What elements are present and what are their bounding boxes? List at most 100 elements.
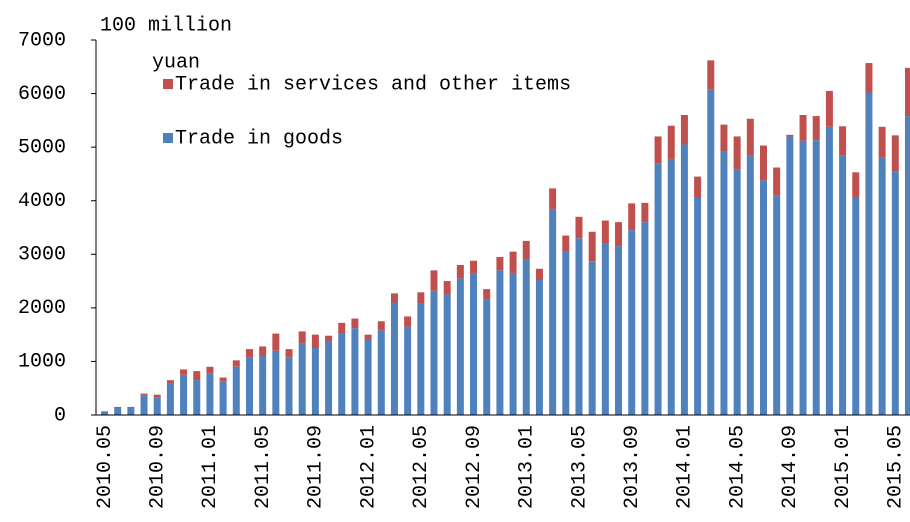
bar-segment [588,261,596,415]
bar-segment [219,381,227,415]
bar-segment [707,89,715,416]
y-axis-label: yuan [152,51,200,74]
bar-segment [140,395,148,415]
bar-segment [628,230,636,415]
bar-segment [615,246,623,415]
bar-segment [456,265,464,279]
legend-label: Trade in goods [175,127,343,150]
bar-segment [430,270,438,291]
bar-segment [839,126,847,156]
bar-segment [298,343,306,415]
bar-segment [535,280,543,415]
bar-segment [812,116,820,141]
bar-segment [773,195,781,415]
bar-segment [904,67,910,117]
y-tick-label: 6000 [18,83,66,106]
bar-segment [325,335,333,342]
x-tick-label: 2012.09 [463,425,486,509]
bar-segment [338,333,346,415]
bar-segment [760,180,767,415]
bar-segment [680,115,688,145]
bar-segment [535,268,543,280]
bar-segment [311,334,319,349]
bar-segment [562,235,570,252]
bar-segment [522,240,530,260]
x-tick-label: 2013.09 [621,425,644,509]
bar-segment [101,411,108,412]
bar-segment [114,408,122,415]
bar-segment [667,125,675,159]
bar-segment [483,289,491,300]
y-tick-label: 4000 [18,190,66,213]
bar-segment [746,118,754,156]
bar-segment [878,157,886,415]
legend-swatch [163,79,173,89]
bar-segment [377,330,385,415]
bar-segment [891,135,899,172]
bar-segment [549,209,557,415]
bar-segment [377,321,385,331]
bar-segment [245,357,253,415]
bar-segment [153,394,161,398]
bar-segment [852,196,860,415]
bar-segment [575,216,583,239]
bar-segment [206,373,214,415]
bar-segment [417,303,425,415]
bar-segment [180,369,188,375]
bar-segment [206,366,214,374]
x-tick-label: 2012.05 [410,425,433,509]
x-tick-label: 2013.01 [516,425,539,509]
x-tick-label: 2011.05 [252,425,275,509]
x-tick-label: 2015.05 [885,425,908,509]
bar-segment [298,331,306,344]
bar-segment [496,256,504,271]
bar-segment [799,140,807,415]
bar-segment [733,169,741,415]
bar-segment [720,151,728,415]
bar-segment [509,251,517,274]
bar-segment [166,380,174,384]
bar-segment [272,350,280,415]
bar-segment [628,203,636,231]
bar-segment [694,176,702,198]
x-tick-label: 2015.01 [832,425,855,509]
bar-segment [509,273,517,415]
bar-segment [417,292,425,304]
bar-segment [654,163,662,415]
bar-segment [588,231,596,262]
x-tick-label: 2014.01 [674,425,697,509]
bar-segment [496,270,504,415]
bar-segment [812,140,820,415]
bar-segment [825,90,833,127]
bar-segment [443,294,451,415]
y-tick-label: 5000 [18,136,66,159]
bar-segment [364,340,372,415]
bar-segment [285,349,293,358]
bar-segment [760,145,767,181]
bar-segment [522,259,530,415]
bar-segment [470,273,478,415]
bar-segment [575,238,583,415]
y-tick-label: 7000 [18,29,66,52]
bar-segment [351,328,359,415]
legend-label: Trade in services and other items [175,73,571,96]
bar-segment [140,393,148,396]
x-tick-label: 2011.01 [199,425,222,509]
bar-segment [232,366,240,415]
bar-segment [311,348,319,415]
bar-segment [562,251,570,415]
bar-segment [549,188,557,210]
bar-segment [641,222,649,415]
bar-segment [470,260,478,274]
bar-segment [601,220,609,244]
bar-segment [878,126,886,158]
y-axis-label: 100 million [100,14,232,37]
bar-segment [786,134,794,137]
bar-segment [180,374,188,415]
bar-segment [825,126,833,416]
y-tick-label: 1000 [18,351,66,374]
bar-segment [259,346,267,357]
x-tick-label: 2010.09 [147,425,170,509]
bar-segment [720,124,728,152]
